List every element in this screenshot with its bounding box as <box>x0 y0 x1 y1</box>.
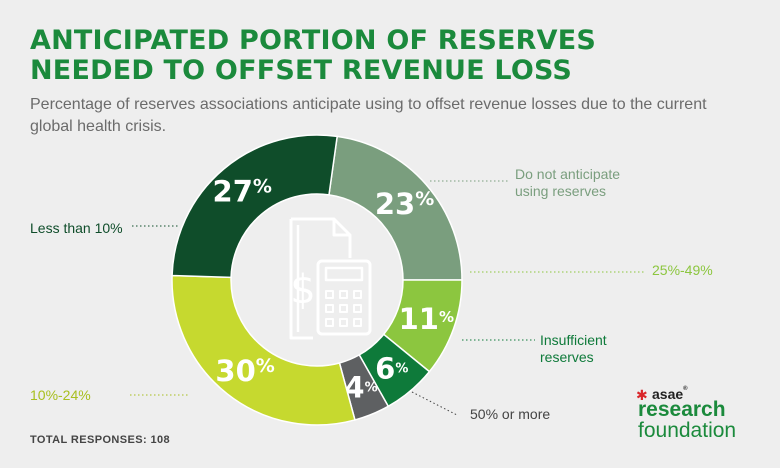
total-responses: TOTAL RESPONSES: 108 <box>30 434 171 446</box>
logo-foundation: foundation <box>638 419 737 442</box>
category-label-line: 10%-24% <box>30 387 91 403</box>
category-label: 25%-49% <box>652 262 713 279</box>
category-label-line: Do not anticipate <box>515 166 621 182</box>
slice-value-label: 4% <box>344 370 377 404</box>
logo-research: research <box>638 398 726 421</box>
category-label: Less than 10% <box>30 220 123 237</box>
slice-value-label: 11% <box>399 302 454 336</box>
category-label-line: reserves <box>540 349 594 365</box>
svg-text:$: $ <box>290 267 315 313</box>
slice-value-label: 6% <box>375 352 408 386</box>
category-label: Do not anticipate using reserves <box>515 166 620 200</box>
donut-slice <box>328 135 463 281</box>
slice-value-label: 30% <box>215 354 274 388</box>
category-label: 50% or more <box>470 406 550 423</box>
leader-line <box>411 391 458 416</box>
chart-title-line-2: NEEDED TO OFFSET REVENUE LOSS <box>30 55 573 86</box>
category-label-line: 50% or more <box>470 406 551 422</box>
logo-asae: asae® <box>652 386 688 402</box>
donut-slice <box>171 134 339 279</box>
chart-title: ANTICIPATED PORTION OF RESERVES NEEDED T… <box>30 26 596 86</box>
chart-title-line-1: ANTICIPATED PORTION OF RESERVES <box>30 25 597 56</box>
chart-subtitle: Percentage of reserves associations anti… <box>30 96 707 135</box>
category-label-line: 25%-49% <box>652 262 713 278</box>
donut-slice <box>171 274 356 426</box>
category-label-line: Insufficient <box>540 332 607 348</box>
category-label: 10%-24% <box>30 387 91 404</box>
category-label-line: using reserves <box>515 183 607 199</box>
category-label: Insufficient reserves <box>540 332 607 366</box>
asae-research-foundation-logo: ✱ asae® research foundation <box>632 386 762 446</box>
document-calculator-dollar-icon: $ <box>289 217 372 340</box>
category-label-line: Less than 10% <box>30 220 123 236</box>
asae-star-icon: ✱ <box>636 387 648 403</box>
slice-value-label: 23% <box>375 187 434 221</box>
slice-value-label: 27% <box>213 174 272 208</box>
